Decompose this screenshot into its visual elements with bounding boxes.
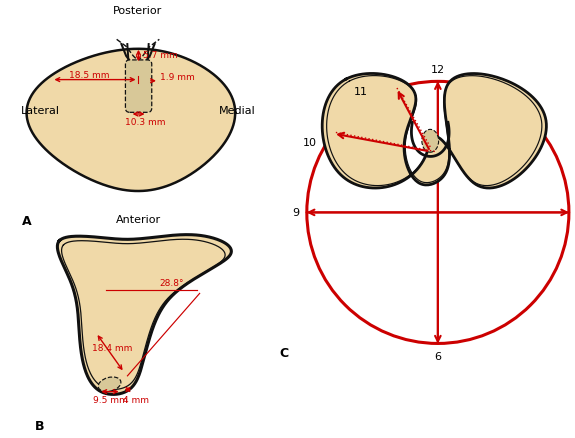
- Text: Posterior: Posterior: [113, 6, 163, 16]
- Text: 10.3 mm: 10.3 mm: [125, 118, 166, 127]
- Polygon shape: [58, 235, 231, 395]
- Text: 6: 6: [434, 351, 442, 361]
- Text: 1.9 mm: 1.9 mm: [160, 73, 194, 82]
- Text: A: A: [22, 214, 32, 227]
- Text: 9: 9: [292, 208, 299, 218]
- Ellipse shape: [422, 130, 439, 153]
- Text: 5.7 mm: 5.7 mm: [143, 51, 178, 60]
- FancyBboxPatch shape: [125, 61, 152, 113]
- Text: 9.5 mm: 9.5 mm: [93, 395, 128, 404]
- Text: 18.4 mm: 18.4 mm: [91, 343, 132, 352]
- Text: 12: 12: [431, 64, 445, 74]
- Text: B: B: [34, 419, 44, 432]
- Text: Anterior: Anterior: [116, 215, 160, 225]
- Text: C: C: [279, 346, 289, 359]
- Text: 28.8°: 28.8°: [159, 279, 183, 288]
- Ellipse shape: [98, 377, 121, 392]
- Text: 18.5 mm: 18.5 mm: [69, 71, 110, 80]
- Text: Lateral: Lateral: [21, 106, 60, 116]
- Text: 10: 10: [302, 138, 316, 148]
- Polygon shape: [26, 49, 235, 191]
- Text: 11: 11: [354, 87, 368, 97]
- Polygon shape: [322, 74, 546, 189]
- Text: Medial: Medial: [218, 106, 255, 116]
- Text: 4 mm: 4 mm: [123, 395, 150, 404]
